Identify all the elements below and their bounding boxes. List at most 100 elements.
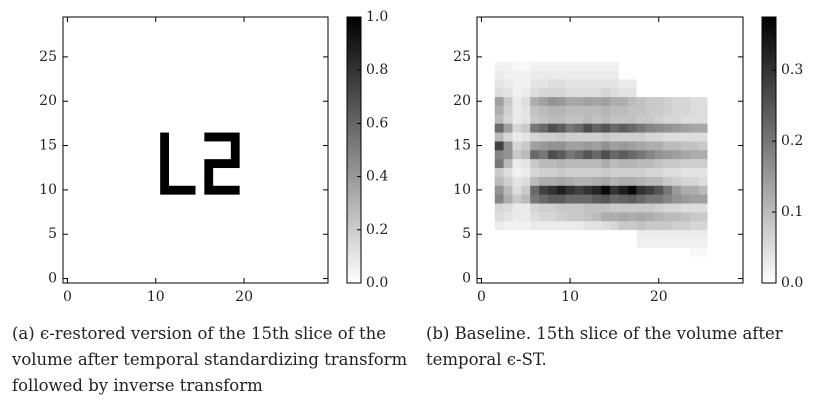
cell — [301, 220, 311, 231]
cell — [512, 238, 522, 248]
cell — [124, 61, 134, 71]
cell — [734, 79, 744, 89]
cell — [574, 229, 584, 239]
cell — [663, 17, 673, 27]
cell — [503, 265, 513, 275]
cell — [310, 158, 320, 169]
cell — [521, 256, 531, 266]
cell — [310, 34, 320, 44]
cell — [133, 265, 143, 275]
cell — [239, 87, 249, 98]
cell — [310, 105, 320, 115]
cell — [116, 194, 126, 204]
cell — [283, 34, 293, 44]
cell — [142, 220, 152, 231]
cell — [283, 238, 293, 248]
cell — [283, 220, 293, 231]
cell — [142, 150, 152, 160]
cell — [583, 185, 593, 195]
cell — [116, 52, 126, 62]
cell — [477, 43, 487, 53]
cell — [310, 176, 320, 186]
cell — [680, 167, 691, 177]
cell — [494, 167, 504, 177]
cell — [186, 52, 196, 62]
cell — [494, 212, 504, 222]
cell — [680, 220, 691, 231]
cell — [151, 238, 161, 248]
cell — [503, 87, 513, 98]
cell — [107, 238, 117, 248]
cell — [239, 141, 249, 151]
cell — [583, 265, 593, 275]
cell — [213, 79, 223, 89]
cell — [195, 203, 205, 213]
cell — [654, 238, 664, 248]
cell — [689, 167, 699, 177]
cell — [195, 141, 205, 151]
cell — [257, 43, 267, 53]
cell — [547, 220, 558, 231]
cell — [239, 265, 249, 275]
cell — [239, 150, 249, 160]
cell — [160, 185, 170, 195]
cell — [539, 79, 549, 89]
cell — [698, 17, 708, 27]
cell — [734, 61, 744, 71]
cell — [734, 105, 744, 115]
cell — [98, 141, 108, 151]
cell — [725, 70, 735, 80]
cell — [512, 229, 522, 239]
cell — [160, 52, 170, 62]
cell — [116, 79, 126, 89]
cell — [583, 158, 593, 169]
cell — [133, 150, 143, 160]
cell — [301, 167, 311, 177]
cell — [195, 87, 205, 98]
cell — [133, 256, 143, 266]
cell — [222, 114, 232, 124]
cell — [257, 238, 267, 248]
cell — [663, 87, 673, 98]
cell — [133, 123, 143, 133]
cell — [636, 220, 646, 231]
cell — [672, 123, 682, 133]
cell — [636, 132, 646, 142]
cell — [230, 61, 240, 71]
cell — [230, 123, 240, 133]
cell — [292, 105, 302, 115]
cell — [707, 17, 717, 27]
cell — [698, 167, 708, 177]
cell — [310, 70, 320, 80]
cell — [257, 274, 267, 284]
cell — [239, 203, 249, 213]
cell — [275, 114, 285, 124]
cell — [592, 274, 602, 284]
cell — [71, 25, 81, 36]
cell — [512, 105, 522, 115]
cell — [142, 203, 152, 213]
cell — [204, 212, 214, 222]
cell — [689, 212, 699, 222]
cell — [89, 256, 99, 266]
cell — [539, 194, 549, 204]
cell — [71, 34, 81, 44]
cell — [239, 70, 249, 80]
cell — [283, 70, 293, 80]
cell — [80, 96, 90, 106]
cell — [539, 256, 549, 266]
cell — [645, 70, 655, 80]
cell — [98, 185, 108, 195]
cell — [494, 158, 504, 169]
cell — [636, 105, 646, 115]
cell — [186, 70, 196, 80]
cell — [63, 34, 73, 44]
cell — [627, 61, 637, 71]
cell — [689, 141, 699, 151]
cell — [645, 132, 655, 142]
cell — [663, 123, 673, 133]
cell — [547, 141, 558, 151]
cell — [565, 123, 575, 133]
cell — [583, 79, 593, 89]
cell — [592, 256, 602, 266]
